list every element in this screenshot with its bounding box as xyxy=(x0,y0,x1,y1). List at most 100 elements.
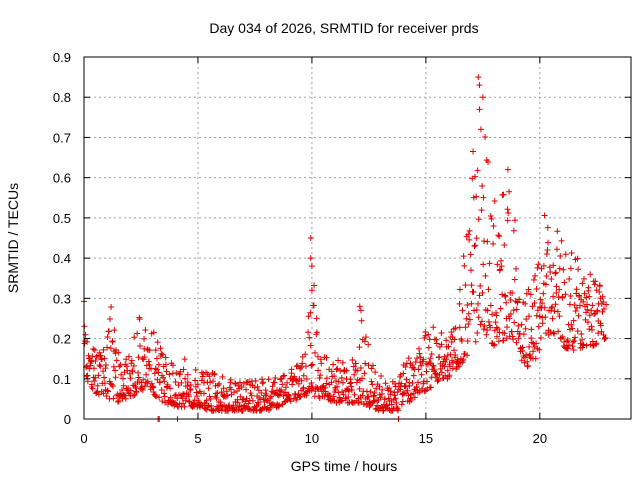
data-point xyxy=(438,369,445,376)
data-point xyxy=(581,275,588,282)
data-point xyxy=(181,403,188,410)
data-point xyxy=(404,387,411,394)
data-point xyxy=(198,401,205,408)
data-point xyxy=(113,357,120,364)
data-point xyxy=(522,325,529,332)
data-point xyxy=(532,355,539,362)
data-point xyxy=(580,298,587,305)
data-point xyxy=(534,264,541,271)
x-tick-label: 0 xyxy=(80,431,87,446)
data-point xyxy=(382,380,389,387)
data-point xyxy=(539,320,546,327)
data-point xyxy=(523,290,530,297)
data-point xyxy=(487,324,494,331)
data-point xyxy=(561,279,568,286)
data-point xyxy=(513,265,520,272)
data-point xyxy=(468,282,475,289)
data-point xyxy=(310,302,317,309)
data-point xyxy=(311,282,318,289)
data-point xyxy=(351,391,358,398)
data-point xyxy=(566,301,573,308)
data-point xyxy=(506,188,513,195)
axis-ticks xyxy=(83,56,631,420)
data-point xyxy=(278,386,285,393)
data-point xyxy=(386,385,393,392)
data-point xyxy=(114,398,121,405)
data-point xyxy=(299,360,306,367)
data-point xyxy=(473,193,480,200)
data-point xyxy=(581,290,588,297)
data-point xyxy=(413,355,420,362)
data-point xyxy=(458,338,465,345)
y-tick-label: 0.3 xyxy=(53,291,71,306)
data-point xyxy=(500,191,507,198)
data-point xyxy=(484,238,491,245)
data-point xyxy=(107,345,114,352)
data-point xyxy=(279,381,286,388)
x-tick-label: 10 xyxy=(305,431,319,446)
data-point xyxy=(540,290,547,297)
data-point xyxy=(345,393,352,400)
data-point xyxy=(214,382,221,389)
data-point xyxy=(575,266,582,273)
data-point xyxy=(158,386,165,393)
data-point xyxy=(589,326,596,333)
data-point xyxy=(427,355,434,362)
x-tick-label: 15 xyxy=(419,431,433,446)
data-point xyxy=(152,347,159,354)
data-point xyxy=(583,309,590,316)
data-point xyxy=(451,347,458,354)
data-point xyxy=(468,300,475,307)
data-point xyxy=(119,387,126,394)
data-point xyxy=(323,375,330,382)
data-point xyxy=(185,393,192,400)
data-point xyxy=(477,282,484,289)
data-point xyxy=(307,309,314,316)
data-point xyxy=(207,395,214,402)
data-point xyxy=(313,329,320,336)
data-point xyxy=(501,241,508,248)
data-point xyxy=(115,397,122,404)
data-point xyxy=(558,237,565,244)
data-point xyxy=(141,335,148,342)
data-point xyxy=(160,374,167,381)
data-point xyxy=(88,381,95,388)
data-point xyxy=(500,337,507,344)
data-point xyxy=(277,376,284,383)
data-point xyxy=(510,307,517,314)
data-point xyxy=(170,362,177,369)
data-point xyxy=(280,373,287,380)
data-point xyxy=(162,354,169,361)
data-point xyxy=(292,377,299,384)
data-point xyxy=(328,379,335,386)
data-point xyxy=(152,365,159,372)
data-point xyxy=(313,315,320,322)
data-point xyxy=(133,389,140,396)
y-tick-label: 0.4 xyxy=(53,251,71,266)
data-point xyxy=(583,294,590,301)
data-point xyxy=(560,266,567,273)
data-point xyxy=(361,338,368,345)
data-point xyxy=(130,362,137,369)
data-point xyxy=(146,361,153,368)
data-point xyxy=(424,378,431,385)
data-point xyxy=(428,350,435,357)
data-point xyxy=(145,358,152,365)
data-point xyxy=(552,269,559,276)
data-point xyxy=(431,366,438,373)
data-point xyxy=(166,371,173,378)
data-point xyxy=(163,368,170,375)
data-point xyxy=(565,345,572,352)
data-point xyxy=(96,362,103,369)
data-point xyxy=(178,379,185,386)
data-point xyxy=(357,307,364,314)
data-point xyxy=(369,381,376,388)
data-point xyxy=(559,333,566,340)
data-point xyxy=(498,263,505,270)
data-point xyxy=(478,207,485,214)
data-point xyxy=(565,342,572,349)
data-point xyxy=(471,173,478,180)
data-point xyxy=(361,370,368,377)
data-point xyxy=(425,344,432,351)
data-point xyxy=(549,315,556,322)
